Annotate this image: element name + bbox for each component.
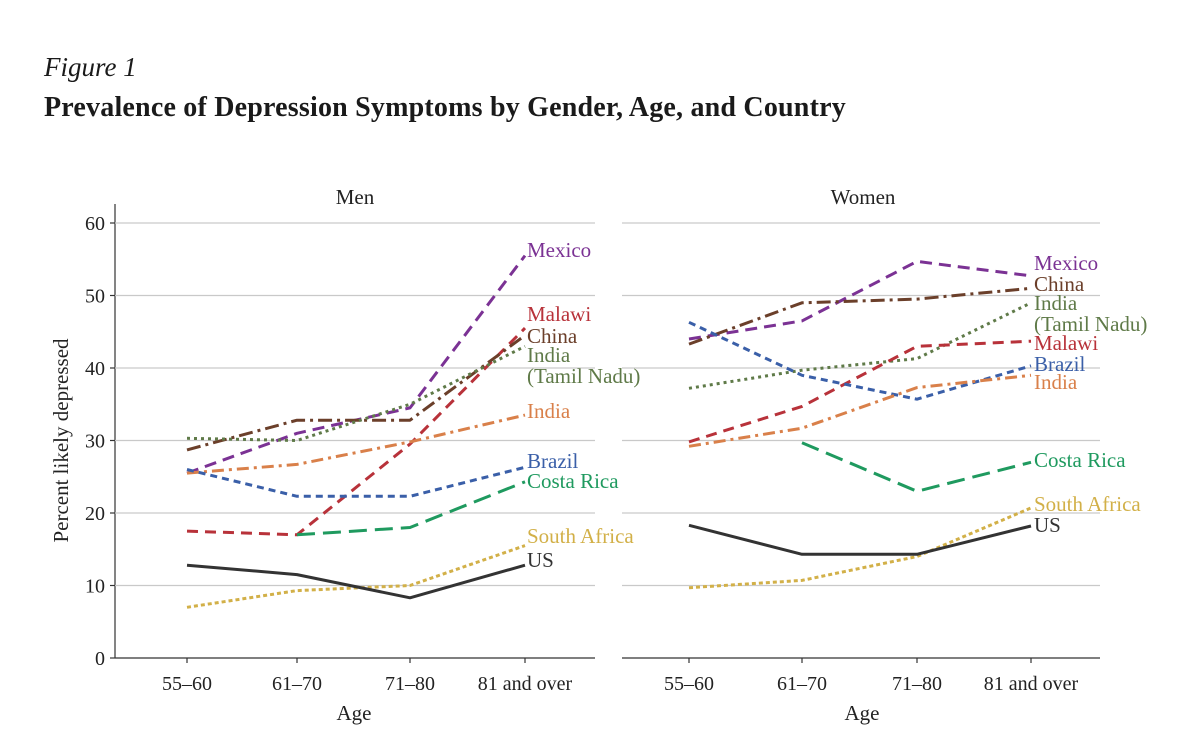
series-line-india-tamil-nadu — [186, 344, 526, 442]
panel-title: Women — [831, 185, 896, 209]
y-tick-label: 20 — [85, 503, 105, 525]
series-line-india — [688, 373, 1032, 448]
series-line-south-africa — [186, 544, 526, 609]
panel-women: Women 55–60 61–70 71–80 81 and over Age Mexico… — [622, 185, 1147, 725]
x-axis-label: Age — [845, 701, 880, 725]
series-label: Costa Rica — [1034, 448, 1126, 472]
x-tick-label: 71–80 — [385, 673, 435, 695]
y-tick-label: 50 — [85, 286, 105, 308]
y-axis-label: Percent likely depressed — [49, 338, 73, 543]
series-line-brazil — [688, 320, 1032, 401]
y-tick-label: 0 — [95, 648, 105, 670]
series-label: South Africa — [527, 524, 634, 548]
series-line-us — [688, 523, 1032, 556]
series-line-mexico — [688, 259, 1032, 341]
series-label: Malawi — [1034, 331, 1098, 355]
x-tick-label: 61–70 — [272, 673, 322, 695]
figure-title: Prevalence of Depression Symptoms by Gen… — [44, 92, 846, 123]
series-label: China — [1034, 272, 1085, 296]
y-tick-label: 60 — [85, 213, 105, 235]
x-tick-label: 81 and over — [478, 673, 573, 695]
y-tick-label: 40 — [85, 358, 105, 380]
series-label: India — [527, 399, 571, 423]
series-label: India — [1034, 370, 1078, 394]
panel-men: Men 55–60 61–70 71–80 81 and over Age Mexico Ma… — [115, 185, 640, 725]
series-line-costa-rica — [801, 441, 1032, 493]
x-axis-label: Age — [337, 701, 372, 725]
series-line-malawi — [186, 327, 527, 537]
series-line-china — [688, 286, 1032, 346]
figure-label: Figure 1 — [44, 52, 137, 82]
series-label: Brazil — [1034, 352, 1085, 376]
series-line-brazil — [186, 465, 526, 498]
series-label: India (Tamil Nadu) — [527, 343, 640, 388]
x-tick-label: 81 and over — [984, 673, 1079, 695]
series-line-malawi — [688, 339, 1032, 444]
series-label: Mexico — [1034, 251, 1098, 275]
series-line-india — [186, 413, 526, 475]
x-tick-label: 55–60 — [664, 673, 714, 695]
series-label: US — [527, 548, 554, 572]
series-label: India (Tamil Nadu) — [1034, 291, 1147, 336]
series-label: South Africa — [1034, 492, 1141, 516]
series-label: China — [527, 324, 578, 348]
x-tick-label: 71–80 — [892, 673, 942, 695]
y-tick-label: 10 — [85, 576, 105, 598]
y-tick-label: 30 — [85, 431, 105, 453]
series-line-us — [186, 563, 526, 600]
series-line-south-africa — [688, 506, 1032, 590]
series-label: Mexico — [527, 238, 591, 262]
x-tick-label: 61–70 — [777, 673, 827, 695]
x-tick-label: 55–60 — [162, 673, 212, 695]
series-line-india-tamil-nadu — [688, 301, 1032, 390]
series-line-costa-rica — [296, 480, 526, 537]
series-label: Costa Rica — [527, 469, 619, 493]
panel-title: Men — [336, 185, 375, 209]
series-label: US — [1034, 513, 1061, 537]
series-label: Brazil — [527, 449, 578, 473]
series-line-china — [186, 334, 526, 452]
series-label: Malawi — [527, 302, 591, 326]
